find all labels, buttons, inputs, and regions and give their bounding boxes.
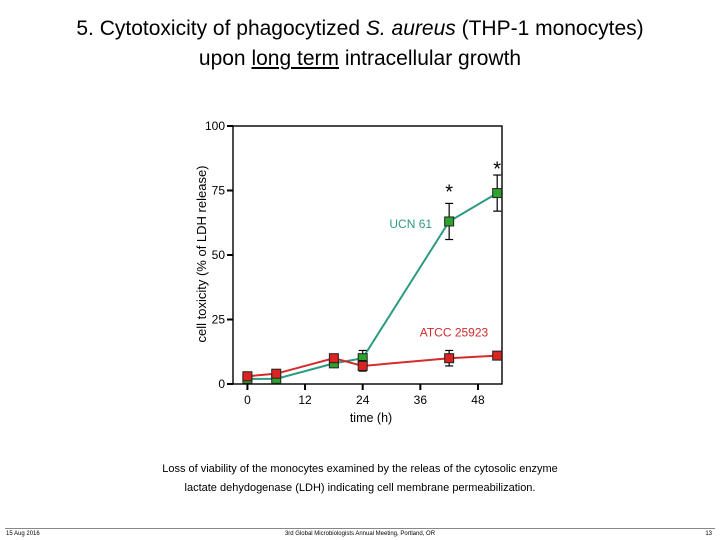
x-tick-label-1: 12 <box>298 393 312 407</box>
x-axis-label: time (h) <box>350 411 392 425</box>
series-annotation-2: UCN 61 <box>389 217 432 231</box>
x-tick-label-0: 0 <box>244 393 251 407</box>
title-line2-post: intracellular growth <box>339 47 522 70</box>
data-point-1-1 <box>271 368 282 379</box>
title-prefix: 5. Cytotoxicity of phagocytized <box>76 17 366 40</box>
title-suffix: THP-1 monocytes) <box>468 17 644 40</box>
x-tick-label-3: 36 <box>414 393 428 407</box>
y-tick-label-3: 75 <box>212 184 226 198</box>
significance-asterisk-0: * <box>445 182 453 204</box>
figure-caption: Loss of viability of the monocytes exami… <box>0 460 720 498</box>
significance-asterisk-1: * <box>493 158 501 180</box>
title-underlined: long term <box>251 47 339 70</box>
data-point-1-2 <box>328 353 339 364</box>
chart-annotations: * * UCN 61 ATCC 25923 <box>389 158 501 339</box>
footer-page-number: 13 <box>705 531 712 537</box>
caption-line-2: lactate dehydogenase (LDH) indicating ce… <box>184 482 536 494</box>
title-organism: S. aureus <box>365 17 456 40</box>
data-point-0-5 <box>492 188 503 199</box>
title-line-2: upon long term intracellular growth <box>0 44 720 74</box>
y-tick-label-1: 25 <box>212 313 226 327</box>
footer-conference: 3rd Global Microbiologists Annual Meetin… <box>284 531 436 537</box>
title-line2-pre: upon <box>198 47 252 70</box>
data-point-1-5 <box>492 350 503 361</box>
series-0 <box>242 174 503 384</box>
footer-date: 15 Aug 2016 <box>6 531 40 537</box>
chart-axes: 0 25 50 75 100 0 12 24 36 48 <box>205 119 503 407</box>
y-tick-label-0: 0 <box>218 377 225 391</box>
title-line-1: 5. Cytotoxicity of phagocytized S. aureu… <box>0 14 720 44</box>
footer-divider <box>5 528 715 529</box>
data-point-1-3 <box>357 360 368 371</box>
chart-series <box>242 174 503 384</box>
y-tick-label-2: 50 <box>212 248 226 262</box>
series-line-0 <box>247 192 498 380</box>
x-tick-label-2: 24 <box>356 393 370 407</box>
data-point-1-0 <box>242 371 253 382</box>
series-annotation-3: ATCC 25923 <box>420 325 489 339</box>
data-point-1-4 <box>444 353 455 364</box>
y-tick-label-4: 100 <box>205 119 225 133</box>
title-paren: ( <box>455 17 469 40</box>
x-tick-label-4: 48 <box>471 393 485 407</box>
series-line-1 <box>247 354 498 378</box>
caption-line-1: Loss of viability of the monocytes exami… <box>162 463 558 475</box>
series-1 <box>242 349 503 382</box>
slide-title: 5. Cytotoxicity of phagocytized S. aureu… <box>0 14 720 74</box>
y-axis-label: cell toxicity (% of LDH release) <box>194 166 209 343</box>
plot-frame <box>232 125 503 385</box>
data-point-0-4 <box>444 216 455 227</box>
